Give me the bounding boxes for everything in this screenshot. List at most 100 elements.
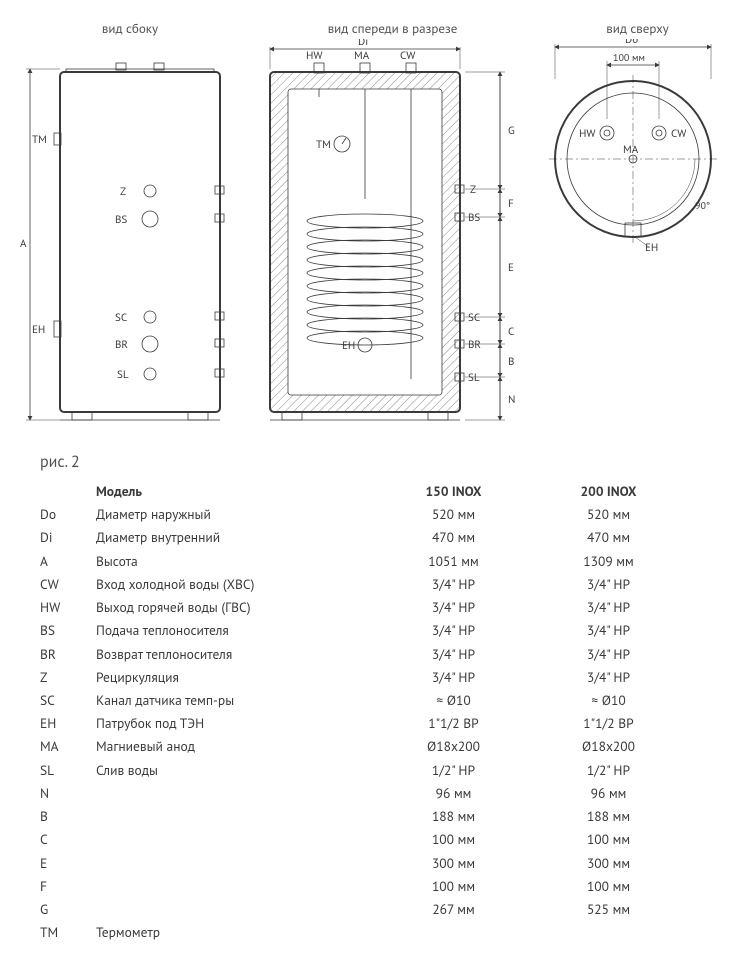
front-svg: HW MA CW TM EH [250, 39, 535, 439]
cell-c1: 3/4" НР [376, 666, 531, 689]
cell-c2: 3/4" НР [531, 666, 686, 689]
side-svg: Z BS SC BR SL TM EH A [20, 39, 240, 439]
cell-desc: Выход горячей воды (ГВС) [96, 596, 376, 619]
top-label: вид сверху [545, 20, 730, 37]
cell-c2: 470 мм [531, 526, 686, 549]
cell-c2: 525 мм [531, 898, 686, 921]
table-row: ZРециркуляция3/4" НР3/4" НР [40, 666, 700, 689]
cell-c1: 470 мм [376, 526, 531, 549]
table-row: N96 мм96 мм [40, 782, 700, 805]
cell-desc [96, 828, 376, 851]
cell-desc: Термометр [96, 921, 376, 944]
cell-c1: 96 мм [376, 782, 531, 805]
cell-c2: 1"1/2 ВР [531, 712, 686, 735]
svg-text:100 мм: 100 мм [613, 51, 645, 64]
cell-code: MA [40, 735, 96, 758]
cell-c2: 3/4" НР [531, 619, 686, 642]
svg-text:MA: MA [354, 49, 370, 63]
cell-c2: 3/4" НР [531, 643, 686, 666]
table-row: AВысота1051 мм1309 мм [40, 550, 700, 573]
hdr-model: Модель [96, 480, 376, 503]
cell-code: F [40, 875, 96, 898]
svg-text:MA: MA [623, 143, 639, 157]
fig-caption: рис. 2 [40, 452, 712, 472]
cell-desc: Диаметр внутренний [96, 526, 376, 549]
svg-text:C: C [508, 325, 514, 339]
cell-code: SL [40, 759, 96, 782]
cell-c1: 1/2" НР [376, 759, 531, 782]
svg-text:90°: 90° [695, 199, 710, 212]
svg-text:F: F [508, 197, 514, 211]
cell-code: A [40, 550, 96, 573]
cell-c1: Ø18x200 [376, 735, 531, 758]
cell-c1: 520 мм [376, 503, 531, 526]
cell-c1: 267 мм [376, 898, 531, 921]
table-row: SCКанал датчика темп-ры≈ Ø10≈ Ø10 [40, 689, 700, 712]
cell-code: C [40, 828, 96, 851]
cell-c2: 3/4" НР [531, 596, 686, 619]
svg-text:Di: Di [358, 39, 368, 49]
svg-text:Z: Z [120, 185, 126, 199]
cell-desc: Патрубок под ТЭН [96, 712, 376, 735]
cell-desc [96, 875, 376, 898]
svg-text:EH: EH [645, 241, 658, 255]
cell-desc: Диаметр наружный [96, 503, 376, 526]
hdr-c2: 200 INOX [531, 480, 686, 503]
view-side: вид сбоку [20, 20, 240, 444]
cell-desc: Высота [96, 550, 376, 573]
svg-text:BS: BS [115, 213, 127, 227]
cell-desc: Подача теплоносителя [96, 619, 376, 642]
svg-text:BS: BS [468, 211, 480, 225]
cell-c2: 188 мм [531, 805, 686, 828]
cell-desc [96, 852, 376, 875]
cell-c1 [376, 921, 531, 944]
cell-c1: 3/4" НР [376, 596, 531, 619]
cell-c2: 520 мм [531, 503, 686, 526]
cell-code: BR [40, 643, 96, 666]
cell-code: EH [40, 712, 96, 735]
spec-table: Модель 150 INOX 200 INOX DoДиаметр наруж… [40, 480, 700, 944]
svg-text:HW: HW [306, 49, 323, 63]
cell-code: Di [40, 526, 96, 549]
cell-c2: 100 мм [531, 875, 686, 898]
cell-c1: ≈ Ø10 [376, 689, 531, 712]
cell-c2: 1/2" НР [531, 759, 686, 782]
dims-right: G Z F BS E SC C BR B SL N [465, 72, 515, 420]
cell-code: G [40, 898, 96, 921]
table-row: SLСлив воды1/2" НР1/2" НР [40, 759, 700, 782]
cell-code: HW [40, 596, 96, 619]
cell-c1: 100 мм [376, 875, 531, 898]
cell-c1: 1051 мм [376, 550, 531, 573]
cell-desc: Слив воды [96, 759, 376, 782]
table-row: HWВыход горячей воды (ГВС)3/4" НР3/4" НР [40, 596, 700, 619]
svg-text:A: A [20, 237, 27, 251]
table-row: C100 мм100 мм [40, 828, 700, 851]
cell-code: BS [40, 619, 96, 642]
table-row: G 267 мм525 мм [40, 898, 700, 921]
cell-code: N [40, 782, 96, 805]
cell-code: CW [40, 573, 96, 596]
side-label: вид сбоку [20, 20, 240, 37]
svg-text:G: G [508, 124, 515, 138]
cell-desc [96, 782, 376, 805]
cell-c1: 3/4" НР [376, 643, 531, 666]
table-row: MAМагниевый анодØ18x200Ø18x200 [40, 735, 700, 758]
cell-code: SC [40, 689, 96, 712]
cell-desc: Возврат теплоносителя [96, 643, 376, 666]
table-row: CWВход холодной воды (ХВС)3/4" НР3/4" НР [40, 573, 700, 596]
svg-text:TM: TM [316, 138, 331, 152]
svg-text:HW: HW [579, 127, 596, 141]
hdr-c1: 150 INOX [376, 480, 531, 503]
cell-desc: Канал датчика темп-ры [96, 689, 376, 712]
svg-text:SL: SL [468, 371, 480, 385]
cell-c2: 300 мм [531, 852, 686, 875]
svg-text:SC: SC [468, 311, 480, 325]
cell-c1: 1"1/2 ВР [376, 712, 531, 735]
table-row: DiДиаметр внутренний470 мм470 мм [40, 526, 700, 549]
table-row: TMТермометр [40, 921, 700, 944]
svg-text:CW: CW [671, 127, 687, 141]
cell-c2: 3/4" НР [531, 573, 686, 596]
table-row: F 100 мм100 мм [40, 875, 700, 898]
cell-desc [96, 898, 376, 921]
coil [307, 214, 423, 345]
